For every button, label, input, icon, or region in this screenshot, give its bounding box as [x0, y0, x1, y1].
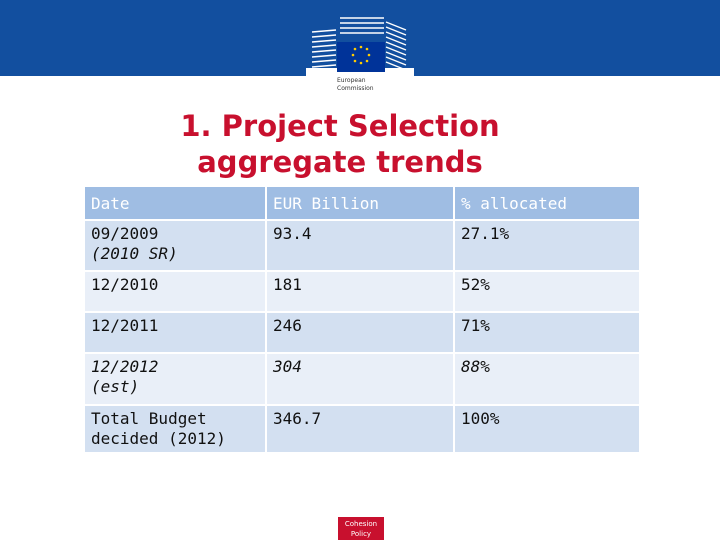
cell: 27.1%	[453, 219, 641, 272]
header-cell: % allocated	[453, 185, 641, 221]
cell-line: 346.7	[273, 409, 322, 428]
row: 09/2009 (2010 SR) 93.4 27.1%	[83, 219, 641, 272]
header-cell: EUR Billion	[265, 185, 455, 221]
cell-line: 100%	[461, 409, 500, 428]
badge-line: Policy	[350, 530, 372, 538]
cell: 93.4	[265, 219, 455, 272]
cell-line: (2010 SR)	[91, 244, 178, 263]
slide-title: 1. Project Selection aggregate trends	[0, 108, 680, 180]
cell: 09/2009 (2010 SR)	[83, 219, 267, 272]
cell-line: 88%	[461, 357, 490, 376]
cell-line: 12/2010	[91, 275, 159, 294]
cell-line: decided (2012)	[91, 429, 226, 448]
cell-line: 27.1%	[461, 224, 510, 243]
cell: 346.7	[265, 404, 455, 454]
title-line: aggregate trends	[197, 145, 483, 179]
cell-line: 12/2011	[91, 316, 159, 335]
cell-line: 52%	[461, 275, 490, 294]
cell-line: 93.4	[273, 224, 312, 243]
logo-text: European Commission	[337, 77, 374, 93]
footer-badge: Cohesion Policy	[338, 517, 384, 540]
cell: 100%	[453, 404, 641, 454]
row: 12/2011 246 71%	[83, 311, 641, 354]
header-row: Date EUR Billion % allocated	[83, 185, 641, 221]
cell-line: (est)	[91, 377, 140, 396]
cell: 71%	[453, 311, 641, 354]
cell: 304	[265, 352, 455, 406]
logo-line: Commission	[337, 85, 374, 92]
cell-line: Total Budget	[91, 409, 207, 428]
cell: 181	[265, 270, 455, 313]
row: 12/2010 181 52%	[83, 270, 641, 313]
cell-line: 181	[273, 275, 302, 294]
cell-line: 304	[273, 357, 302, 376]
title-line: 1. Project Selection	[180, 109, 500, 143]
row: Total Budget decided (2012) 346.7 100%	[83, 404, 641, 454]
data-table: Date EUR Billion % allocated 09/2009 (201…	[83, 185, 641, 454]
cell: 12/2012 (est)	[83, 352, 267, 406]
cell: 88%	[453, 352, 641, 406]
cell: 12/2010	[83, 270, 267, 313]
cell: 12/2011	[83, 311, 267, 354]
badge-line: Cohesion	[344, 520, 378, 528]
cell-line: 71%	[461, 316, 490, 335]
logo	[306, 17, 414, 100]
cell-line: 09/2009	[91, 224, 159, 243]
header-cell: Date	[83, 185, 267, 221]
cell-line: 12/2012	[91, 357, 159, 376]
cell: Total Budget decided (2012)	[83, 404, 267, 454]
logo-line: European	[337, 77, 366, 84]
row: 12/2012 (est) 304 88%	[83, 352, 641, 406]
cell-line: 246	[273, 316, 302, 335]
cell: 246	[265, 311, 455, 354]
cell: 52%	[453, 270, 641, 313]
